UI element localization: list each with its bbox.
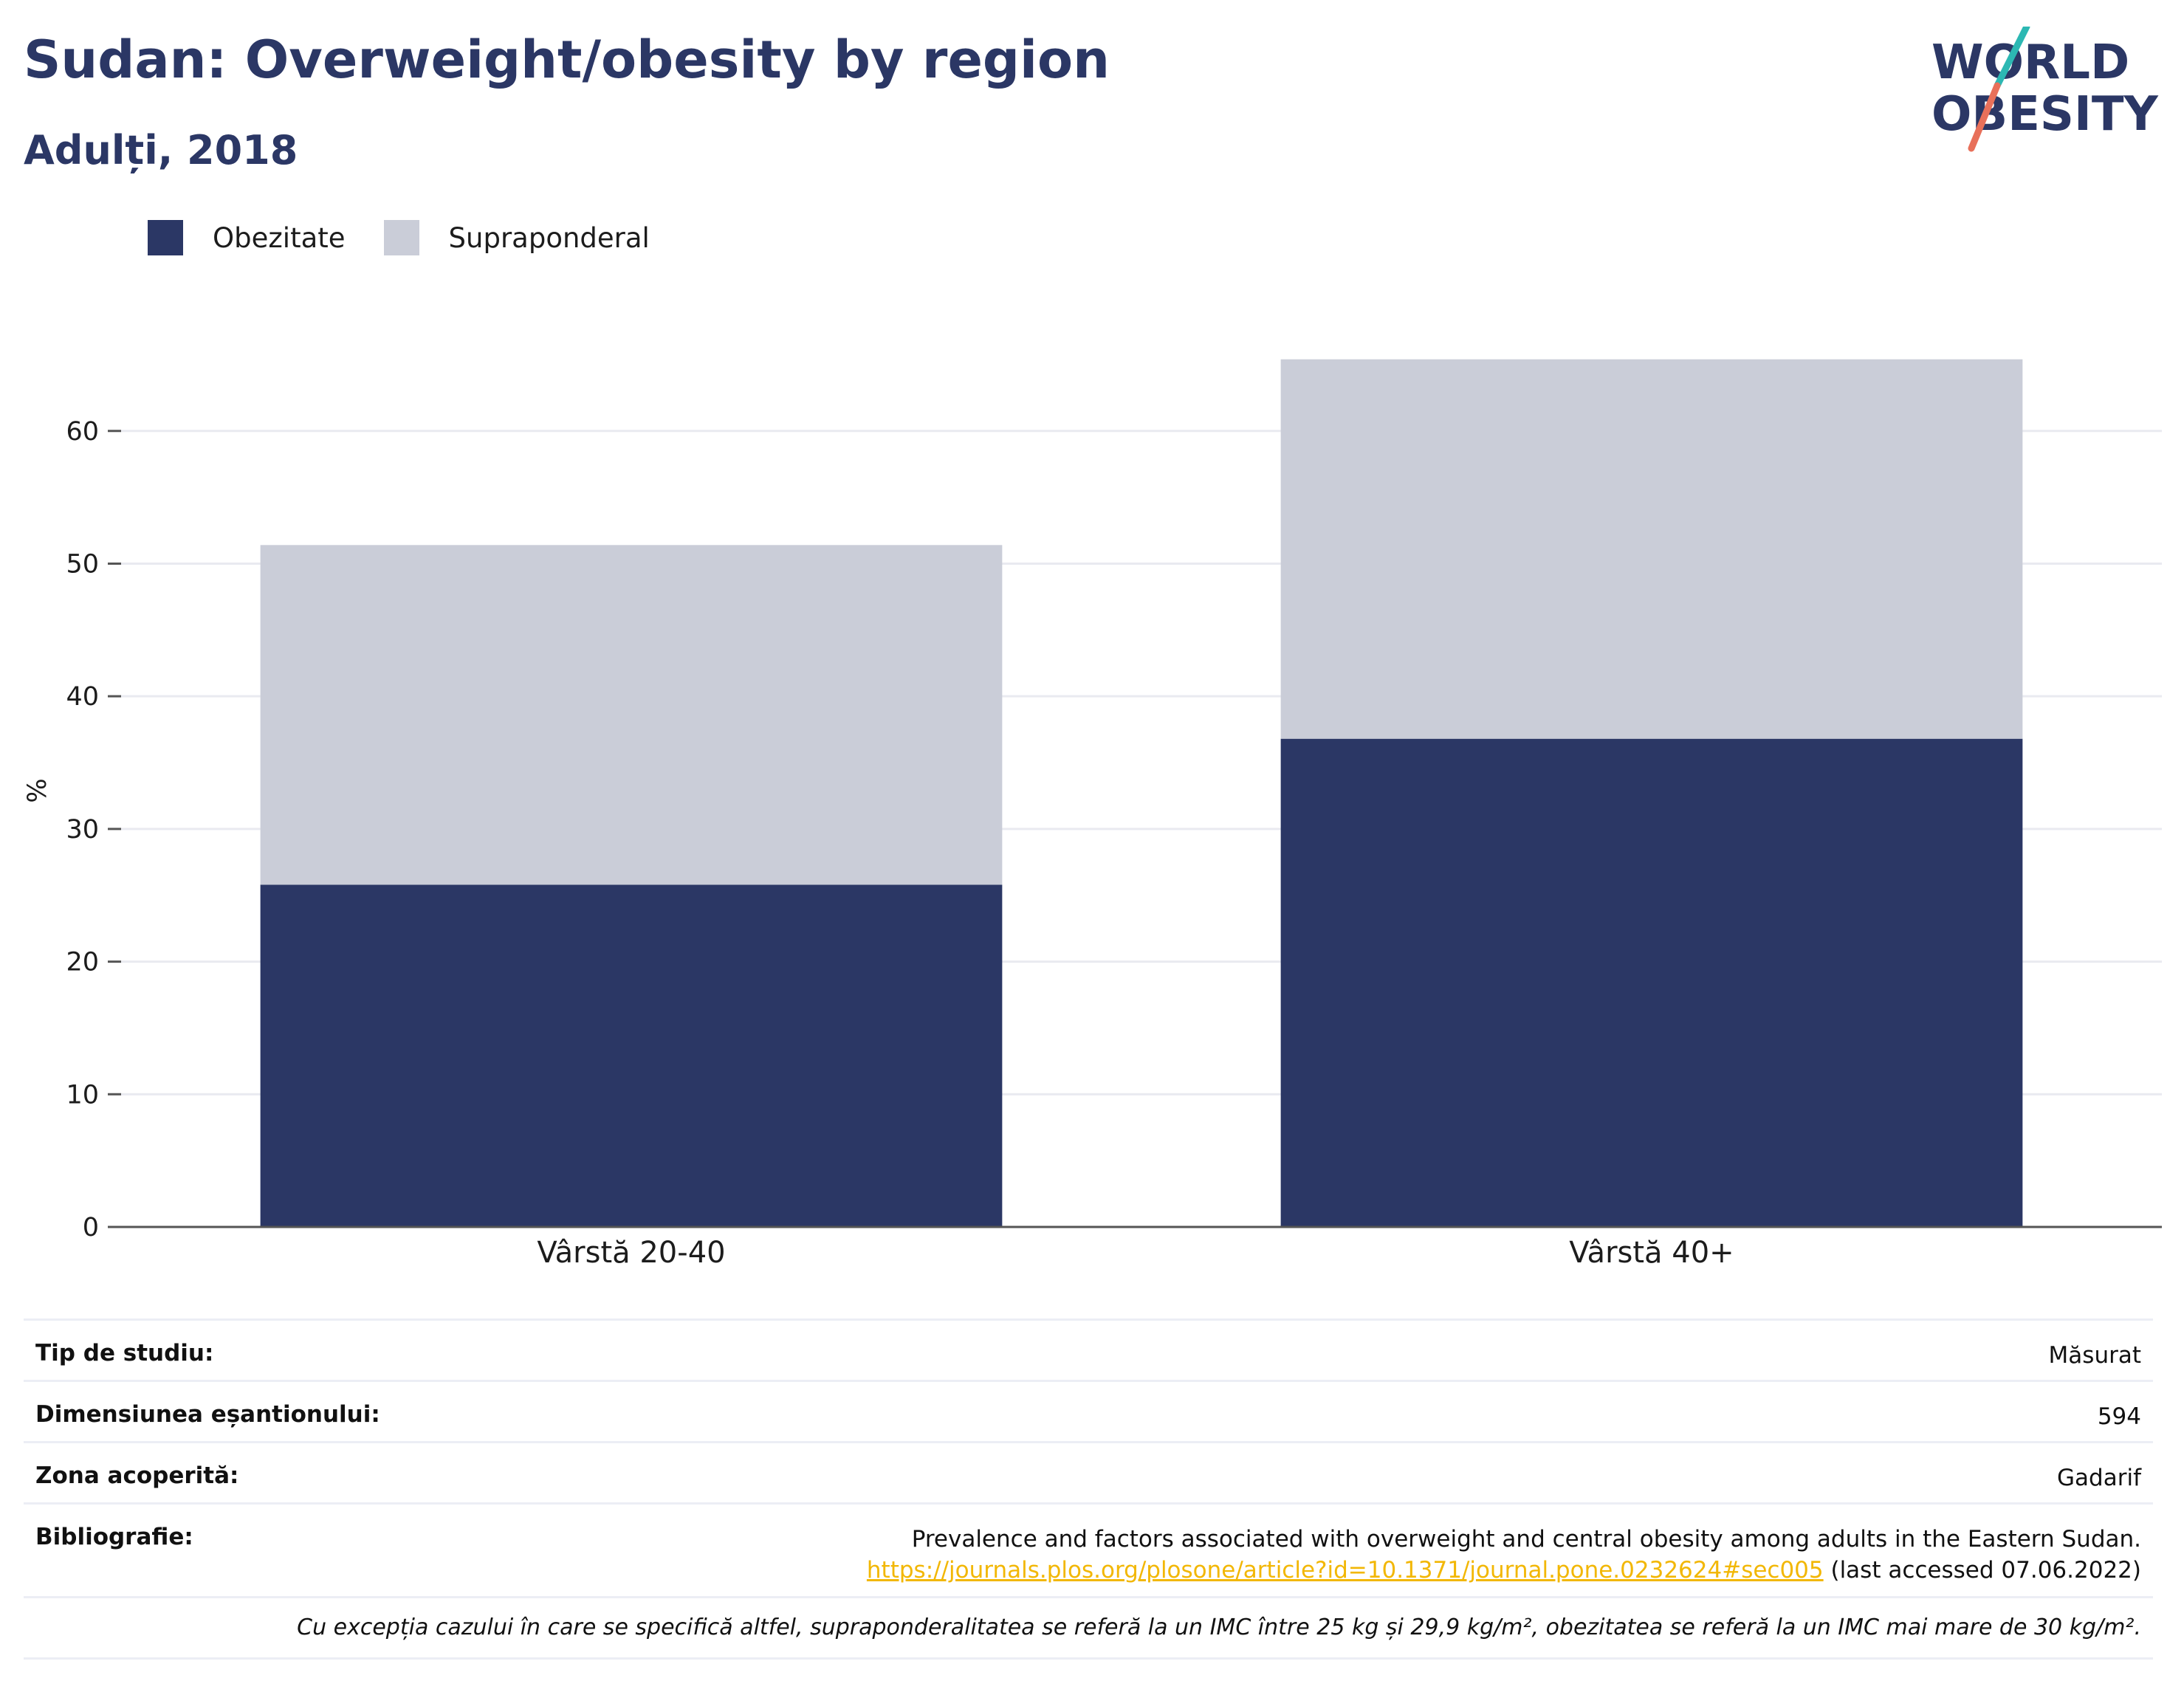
y-tick-label: 30 xyxy=(66,815,99,845)
info-value-area: Gadarif xyxy=(2057,1465,2141,1491)
legend-item-overweight[interactable]: Supraponderal xyxy=(383,220,650,255)
y-tick-label: 50 xyxy=(66,549,99,579)
info-value-bibliography: Prevalence and factors associated with o… xyxy=(867,1524,2141,1586)
bibliography-link[interactable]: https://journals.plos.org/plosone/articl… xyxy=(866,1557,1824,1584)
bar-overweight-1[interactable] xyxy=(1280,359,2023,739)
chart-title: Sudan: Overweight/obesity by region xyxy=(24,30,1110,90)
bibliography-text: Prevalence and factors associated with o… xyxy=(911,1526,2141,1553)
y-tick-label: 60 xyxy=(66,417,99,447)
bar-overweight-0[interactable] xyxy=(260,545,1003,885)
chart-subtitle: Adulți, 2018 xyxy=(24,127,298,173)
world-obesity-logo: WORLD OBESITY xyxy=(1931,27,2158,152)
chart-legend: Obezitate Supraponderal xyxy=(148,220,688,255)
legend-label-obesity: Obezitate xyxy=(213,221,346,254)
info-row-study-type: Tip de studiu: Măsurat xyxy=(24,1318,2153,1380)
legend-item-obesity[interactable]: Obezitate xyxy=(148,220,346,255)
bars xyxy=(260,359,2023,1227)
y-tick-label: 10 xyxy=(66,1080,99,1110)
legend-label-overweight: Supraponderal xyxy=(448,221,650,254)
logo-line1: WORLD xyxy=(1931,35,2129,90)
info-value-sample-size: 594 xyxy=(2097,1403,2141,1430)
y-axis-label: % xyxy=(23,778,52,802)
y-tick-labels: 0 10 20 30 40 50 60 xyxy=(66,417,121,1242)
stacked-bar-chart: 0 10 20 30 40 50 60 Vârstă 20-40 Vârstă 40+ % xyxy=(23,359,2162,1270)
info-label-area: Zona acoperită: xyxy=(35,1462,239,1489)
definition-footnote: Cu excepția cazului în care se specifică… xyxy=(24,1596,2153,1660)
y-tick-label: 0 xyxy=(83,1213,99,1242)
info-label-sample-size: Dimensiunea eșantionului: xyxy=(35,1401,380,1428)
bar-obesity-1[interactable] xyxy=(1280,738,2023,1227)
info-row-bibliography: Bibliografie: Prevalence and factors ass… xyxy=(24,1502,2153,1596)
x-tick-label: Vârstă 20-40 xyxy=(537,1236,725,1270)
legend-swatch-overweight xyxy=(383,220,419,255)
info-label-study-type: Tip de studiu: xyxy=(35,1340,214,1366)
info-row-area: Zona acoperită: Gadarif xyxy=(24,1441,2153,1502)
legend-swatch-obesity xyxy=(148,220,183,255)
logo-line2: OBESITY xyxy=(1931,87,2158,142)
info-row-sample-size: Dimensiunea eșantionului: 594 xyxy=(24,1380,2153,1441)
info-value-study-type: Măsurat xyxy=(2048,1342,2141,1369)
x-tick-label: Vârstă 40+ xyxy=(1569,1236,1734,1270)
y-tick-label: 40 xyxy=(66,682,99,712)
bar-obesity-0[interactable] xyxy=(260,884,1003,1227)
logo-slash-bottom xyxy=(1968,82,2001,152)
logo-slash-top xyxy=(1994,27,2030,89)
x-tick-labels: Vârstă 20-40 Vârstă 40+ xyxy=(537,1236,1734,1270)
y-tick-label: 20 xyxy=(66,948,99,977)
study-info-table: Tip de studiu: Măsurat Dimensiunea eșant… xyxy=(24,1318,2153,1660)
bibliography-accessed: (last accessed 07.06.2022) xyxy=(1823,1557,2141,1584)
info-label-bibliography: Bibliografie: xyxy=(35,1524,193,1550)
